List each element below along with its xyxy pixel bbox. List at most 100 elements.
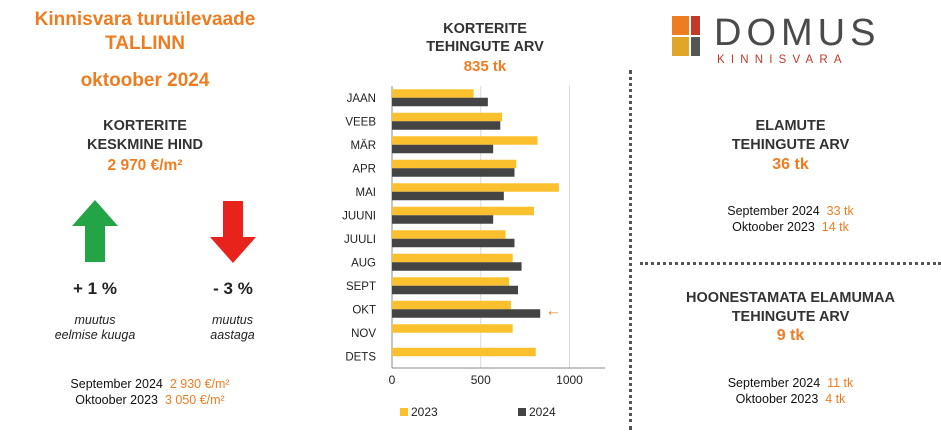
bar-2023-MÄR [392,136,538,145]
bar-2023-OKT [392,300,511,310]
land-value: 9 tk [776,327,805,344]
compare-label: Oktoober 2023 [735,392,819,406]
category-label: SEPT [346,281,376,293]
report-title-line1: Kinnisvara turuülevaade [34,9,256,30]
compare-label: Oktoober 2023 [75,393,158,407]
bar-2023-JAAN [392,89,474,98]
change-year-label-line1: muutus [212,313,253,327]
compare-label: September 2024 [70,377,163,391]
change-month-label: muutus eelmise kuuga [30,313,160,343]
chart-total-value: 835 tk [463,58,507,75]
arrow-down-icon [210,201,256,263]
chart-heading-line2: TEHINGUTE ARV [426,39,544,55]
price-heading-line1: KORTERITE [103,118,187,134]
category-label: JUULI [344,234,376,246]
houses-heading: ELAMUTE TEHINGUTE ARV [640,117,941,155]
report-title-line2: TALLINN [105,33,185,54]
houses-heading-line1: ELAMUTE [755,118,826,134]
land-compare-row: September 2024 11 tk [640,375,941,391]
compare-label: Oktoober 2023 [732,220,815,234]
land-heading-line2: TEHINGUTE ARV [731,309,850,325]
change-month-value: + 1 % [73,279,117,298]
price-value: 2 970 €/m² [107,157,183,174]
bar-2024-MÄR [392,144,494,154]
compare-value: 14 tk [821,220,849,234]
bar-2024-JAAN [392,97,488,107]
bar-2023-MAI [392,183,559,192]
horizontal-divider [640,262,941,265]
category-label: VEEB [345,116,376,128]
legend-swatch [518,408,526,416]
compare-value: 33 tk [826,204,854,218]
bar-2024-SEPT [392,285,519,295]
compare-value: 2 930 €/m² [169,377,230,391]
bar-2023-JUUNI [392,206,534,216]
logo-wordmark: DOMUS [714,12,881,54]
x-tick-label: 1000 [556,373,583,387]
annotation-arrow: ← [545,302,561,319]
houses-compare: September 2024 33 tk Oktoober 2023 14 tk [640,203,941,235]
domus-logo: DOMUS KINNISVARA [672,12,922,70]
bar-2024-APR [392,168,515,177]
logo-tagline: KINNISVARA [717,54,848,66]
bar-2023-APR [392,159,517,169]
bar-2023-AUG [392,253,513,263]
x-tick-label: 500 [471,373,491,387]
compare-value: 11 tk [827,376,854,390]
change-year-value: - 3 % [213,279,253,298]
legend-label: 2023 [411,405,438,419]
price-compare-row: September 2024 2 930 €/m² [20,376,280,392]
price-heading: KORTERITE KESKMINE HIND [20,117,270,155]
bar-2024-OKT [392,309,541,318]
category-label: JUUNI [342,210,376,222]
report-date: oktoober 2024 [80,70,210,91]
chart-heading-line1: KORTERITE [443,21,527,37]
logo-mark-icon [672,16,700,56]
arrow-up-icon [72,200,118,262]
bar-2024-VEEB [392,121,501,130]
land-heading: HOONESTAMATA ELAMUMAA TEHINGUTE ARV [640,289,941,327]
houses-compare-row: September 2024 33 tk [640,203,941,219]
bar-2023-SEPT [392,277,510,286]
legend-label: 2024 [529,405,556,419]
land-compare: September 2024 11 tk Oktoober 2023 4 tk [640,375,941,407]
compare-label: September 2024 [727,204,820,218]
compare-value: 4 tk [825,392,846,406]
bar-2024-MAI [392,191,504,201]
legend-swatch [400,408,408,416]
transactions-bar-chart: 0 500 1000 JAAN VEEB MÄR APR MAI JUUNI JUULI AUG SE… [342,86,605,419]
bar-2023-DETS [392,347,536,357]
compare-label: September 2024 [727,376,821,390]
category-label: MÄR [350,140,376,152]
change-year-label: muutus aastaga [170,313,295,343]
compare-value: 3 050 €/m² [164,393,225,407]
x-tick-label: 0 [389,373,396,387]
chart-heading: KORTERITE TEHINGUTE ARV [385,20,585,56]
bar-2023-VEEB [392,112,503,122]
category-label: JAAN [347,93,376,105]
change-month-label-line1: muutus [74,313,116,327]
bar-2023-NOV [392,324,513,333]
houses-compare-row: Oktoober 2023 14 tk [640,219,941,235]
category-label: AUG [351,257,376,269]
bar-2024-JUUNI [392,215,494,224]
category-label: DETS [345,351,376,363]
change-year-label-line2: aastaga [210,328,255,342]
land-heading-line1: HOONESTAMATA ELAMUMAA [686,290,895,306]
change-month-label-line2: eelmise kuuga [54,328,136,342]
report-title: Kinnisvara turuülevaade TALLINN [20,8,270,56]
vertical-divider [629,70,632,430]
price-compare: September 2024 2 930 €/m² Oktoober 2023 … [20,376,280,408]
category-label: APR [352,163,376,175]
bar-2023-JUULI [392,230,506,239]
land-compare-row: Oktoober 2023 4 tk [640,391,941,407]
category-label: NOV [351,328,376,340]
houses-value: 36 tk [772,156,809,173]
price-compare-row: Oktoober 2023 3 050 €/m² [20,392,280,408]
houses-heading-line2: TEHINGUTE ARV [731,137,850,153]
category-label: OKT [352,304,376,316]
bar-2024-AUG [392,262,522,271]
category-label: MAI [356,187,376,199]
bar-2024-JUULI [392,238,515,248]
price-heading-line2: KESKMINE HIND [86,137,203,153]
